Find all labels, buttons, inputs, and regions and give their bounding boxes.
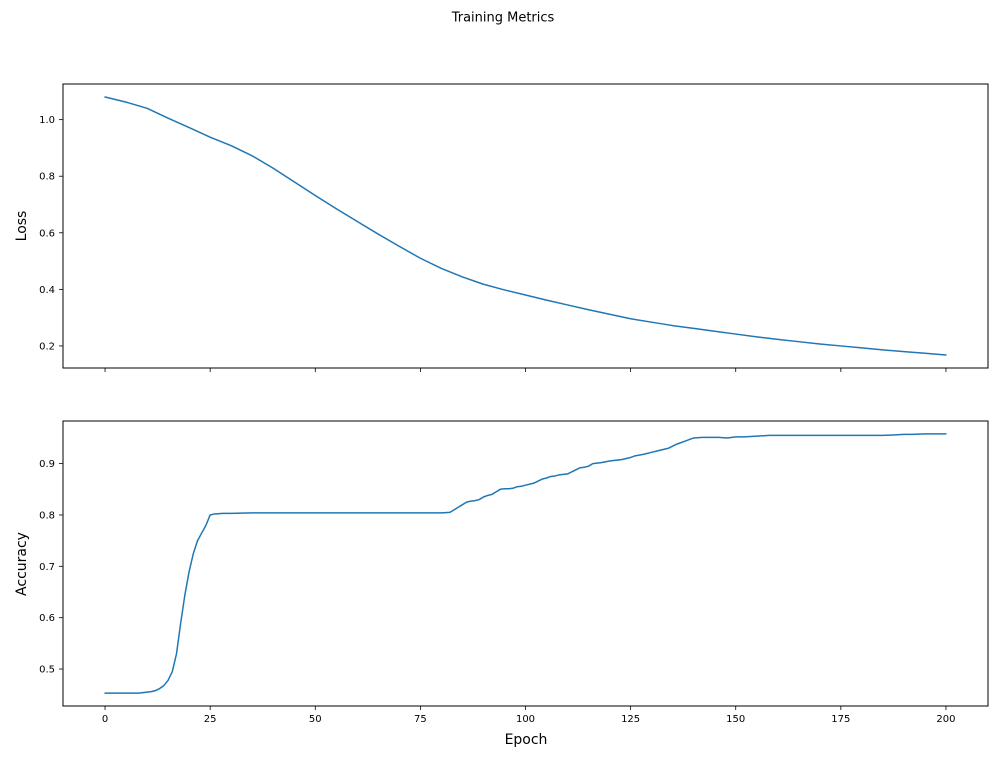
accuracy-x-tick-label: 0 — [102, 714, 108, 725]
loss-y-tick-label: 0.8 — [39, 172, 55, 183]
loss-y-tick-label: 1.0 — [39, 115, 55, 126]
accuracy-y-tick-label: 0.8 — [39, 510, 55, 521]
accuracy-y-tick-label: 0.7 — [39, 562, 55, 573]
accuracy-plot: 0 25 50 75 100 125 150 175 200 0.5 0.6 0.7 0.8 0.9 — [39, 420, 989, 725]
loss-y-tick-label: 0.6 — [39, 228, 55, 239]
loss-line — [104, 96, 947, 356]
accuracy-x-tick-label: 200 — [936, 714, 955, 725]
accuracy-x-tick-label: 100 — [516, 714, 535, 725]
accuracy-x-tick-label: 175 — [831, 714, 850, 725]
accuracy-axes-frame — [62, 420, 989, 707]
x-axis-label: Epoch — [504, 732, 548, 748]
accuracy-x-tick-label: 25 — [204, 714, 217, 725]
accuracy-y-tick-label: 0.6 — [39, 613, 55, 624]
loss-axes-frame — [62, 83, 989, 369]
loss-plot: 0.2 0.4 0.6 0.8 1.0 — [39, 83, 989, 372]
accuracy-y-tick-label: 0.5 — [39, 665, 55, 676]
accuracy-line — [104, 433, 947, 694]
accuracy-x-tick-label: 50 — [309, 714, 322, 725]
accuracy-x-tick-label: 150 — [726, 714, 745, 725]
loss-y-tick-label: 0.4 — [39, 285, 55, 296]
loss-y-tick-label: 0.2 — [39, 341, 55, 352]
accuracy-x-tick-label: 75 — [414, 714, 427, 725]
figure-title: Training Metrics — [451, 10, 555, 26]
accuracy-x-tick-label: 125 — [621, 714, 640, 725]
accuracy-y-tick-label: 0.9 — [39, 459, 55, 470]
